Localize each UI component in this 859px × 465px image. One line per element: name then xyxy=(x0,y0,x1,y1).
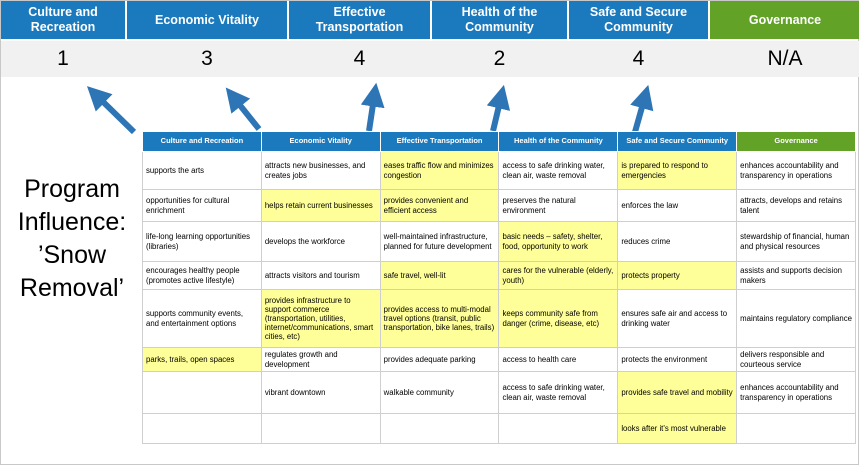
matrix-row-6: vibrant downtown walkable community access… xyxy=(142,371,856,414)
matrix-header-row: Culture and Recreation Economic Vitality E… xyxy=(142,131,856,152)
matrix-cell: parks, trails, open spaces xyxy=(142,347,262,372)
matrix-header-4: Safe and Secure Community xyxy=(617,131,738,152)
matrix-header-3: Health of the Community xyxy=(498,131,619,152)
score-health: 2 xyxy=(493,47,506,70)
matrix-cell: supports the arts xyxy=(142,151,262,190)
matrix-cell xyxy=(379,413,500,444)
up-arrows xyxy=(86,82,654,135)
matrix-cell: delivers responsible and courteous servi… xyxy=(736,347,856,372)
matrix-cell: provides adequate parking xyxy=(379,347,500,372)
matrix-header-0: Culture and Recreation xyxy=(142,131,262,152)
matrix-cell: maintains regulatory compliance xyxy=(736,289,856,348)
matrix-cell xyxy=(736,413,856,444)
matrix-cell: attracts new businesses, and creates job… xyxy=(260,151,381,190)
scoreboard-header-culture: Culture and Recreation xyxy=(1,1,125,39)
matrix-cell: vibrant downtown xyxy=(260,371,381,414)
matrix-cell: preserves the natural environment xyxy=(498,189,619,222)
up-arrow-1 xyxy=(86,86,137,135)
matrix-header-2: Effective Transportation xyxy=(379,131,500,152)
matrix-cell: provides convenient and efficient access xyxy=(379,189,500,222)
matrix-row-1: opportunities for cultural enrichment hel… xyxy=(142,189,856,222)
program-title: Program Influence: ’Snow Removal’ xyxy=(17,175,127,302)
matrix-cell: provides infrastructure to support comme… xyxy=(260,289,381,348)
score-safety: 4 xyxy=(632,47,645,70)
matrix-cell: provides safe travel and mobility xyxy=(617,371,738,414)
matrix-cell: safe travel, well-lit xyxy=(379,261,500,290)
scoreboard-header-health: Health of the Community xyxy=(432,1,567,39)
up-arrow-4 xyxy=(486,84,511,132)
matrix-row-2: life-long learning opportunities (librar… xyxy=(142,221,856,262)
matrix-row-7: looks after it's most vulnerable xyxy=(142,413,856,444)
matrix-cell: life-long learning opportunities (librar… xyxy=(142,221,262,262)
matrix-cell: protects the environment xyxy=(617,347,738,372)
scoreboard-header-governance: Governance xyxy=(710,1,859,39)
matrix-cell: regulates growth and development xyxy=(260,347,381,372)
score-transportation: 4 xyxy=(353,47,366,70)
matrix-cell: attracts visitors and tourism xyxy=(260,261,381,290)
matrix-header-1: Economic Vitality xyxy=(260,131,381,152)
matrix-row-0: supports the arts attracts new businesses… xyxy=(142,151,856,190)
matrix-cell: access to health care xyxy=(498,347,619,372)
score-economic: 3 xyxy=(201,47,213,70)
matrix-cell: enforces the law xyxy=(617,189,738,222)
scoreboard-header-economic: Economic Vitality xyxy=(127,1,287,39)
scoreboard-headers: Culture and Recreation Economic Vitality… xyxy=(1,1,859,39)
matrix-cell: keeps community safe from danger (crime,… xyxy=(498,289,619,348)
up-arrow-3 xyxy=(360,82,385,132)
matrix-row-4: supports community events, and entertain… xyxy=(142,289,856,348)
matrix-cell: is prepared to respond to emergencies xyxy=(617,151,738,190)
matrix-cell: looks after it's most vulnerable xyxy=(617,413,738,444)
influence-matrix: Culture and Recreation Economic Vitality E… xyxy=(142,131,856,444)
matrix-row-5: parks, trails, open spaces regulates grow… xyxy=(142,347,856,372)
matrix-cell: encourages healthy people (promotes acti… xyxy=(142,261,262,290)
up-arrow-5 xyxy=(630,84,654,133)
matrix-cell: cares for the vulnerable (elderly, youth… xyxy=(498,261,619,290)
matrix-cell xyxy=(142,371,262,414)
matrix-cell: assists and supports decision makers xyxy=(736,261,856,290)
matrix-row-3: encourages healthy people (promotes acti… xyxy=(142,261,856,290)
matrix-header-5: Governance xyxy=(736,131,856,152)
matrix-cell: access to safe drinking water, clean air… xyxy=(498,371,619,414)
matrix-cell: protects property xyxy=(617,261,738,290)
matrix-cell: enhances accountability and transparency… xyxy=(736,151,856,190)
matrix-cell: helps retain current businesses xyxy=(260,189,381,222)
score-governance: N/A xyxy=(767,47,803,70)
matrix-cell: stewardship of financial, human and phys… xyxy=(736,221,856,262)
matrix-cell: eases traffic flow and minimizes congest… xyxy=(379,151,500,190)
matrix-cell: develops the workforce xyxy=(260,221,381,262)
matrix-cell: access to safe drinking water, clean air… xyxy=(498,151,619,190)
matrix-cell xyxy=(260,413,381,444)
matrix-cell: provides access to multi-modal travel op… xyxy=(379,289,500,348)
matrix-cell: basic needs – safety, shelter, food, opp… xyxy=(498,221,619,262)
matrix-cell: supports community events, and entertain… xyxy=(142,289,262,348)
score-strip: 1 3 4 2 4 N/A xyxy=(1,41,859,77)
matrix-cell xyxy=(498,413,619,444)
matrix-cell: well-maintained infrastructure, planned … xyxy=(379,221,500,262)
matrix-cell: walkable community xyxy=(379,371,500,414)
matrix-cell: enhances accountability and transparency… xyxy=(736,371,856,414)
matrix-cell: opportunities for cultural enrichment xyxy=(142,189,262,222)
matrix-cell: ensures safe air and access to drinking … xyxy=(617,289,738,348)
scoreboard-header-transportation: Effective Transportation xyxy=(289,1,430,39)
scoreboard-header-safety: Safe and Secure Community xyxy=(569,1,708,39)
matrix-cell: reduces crime xyxy=(617,221,738,262)
score-culture: 1 xyxy=(57,47,69,70)
up-arrow-2 xyxy=(225,87,262,131)
matrix-cell xyxy=(142,413,262,444)
matrix-cell: attracts, develops and retains talent xyxy=(736,189,856,222)
